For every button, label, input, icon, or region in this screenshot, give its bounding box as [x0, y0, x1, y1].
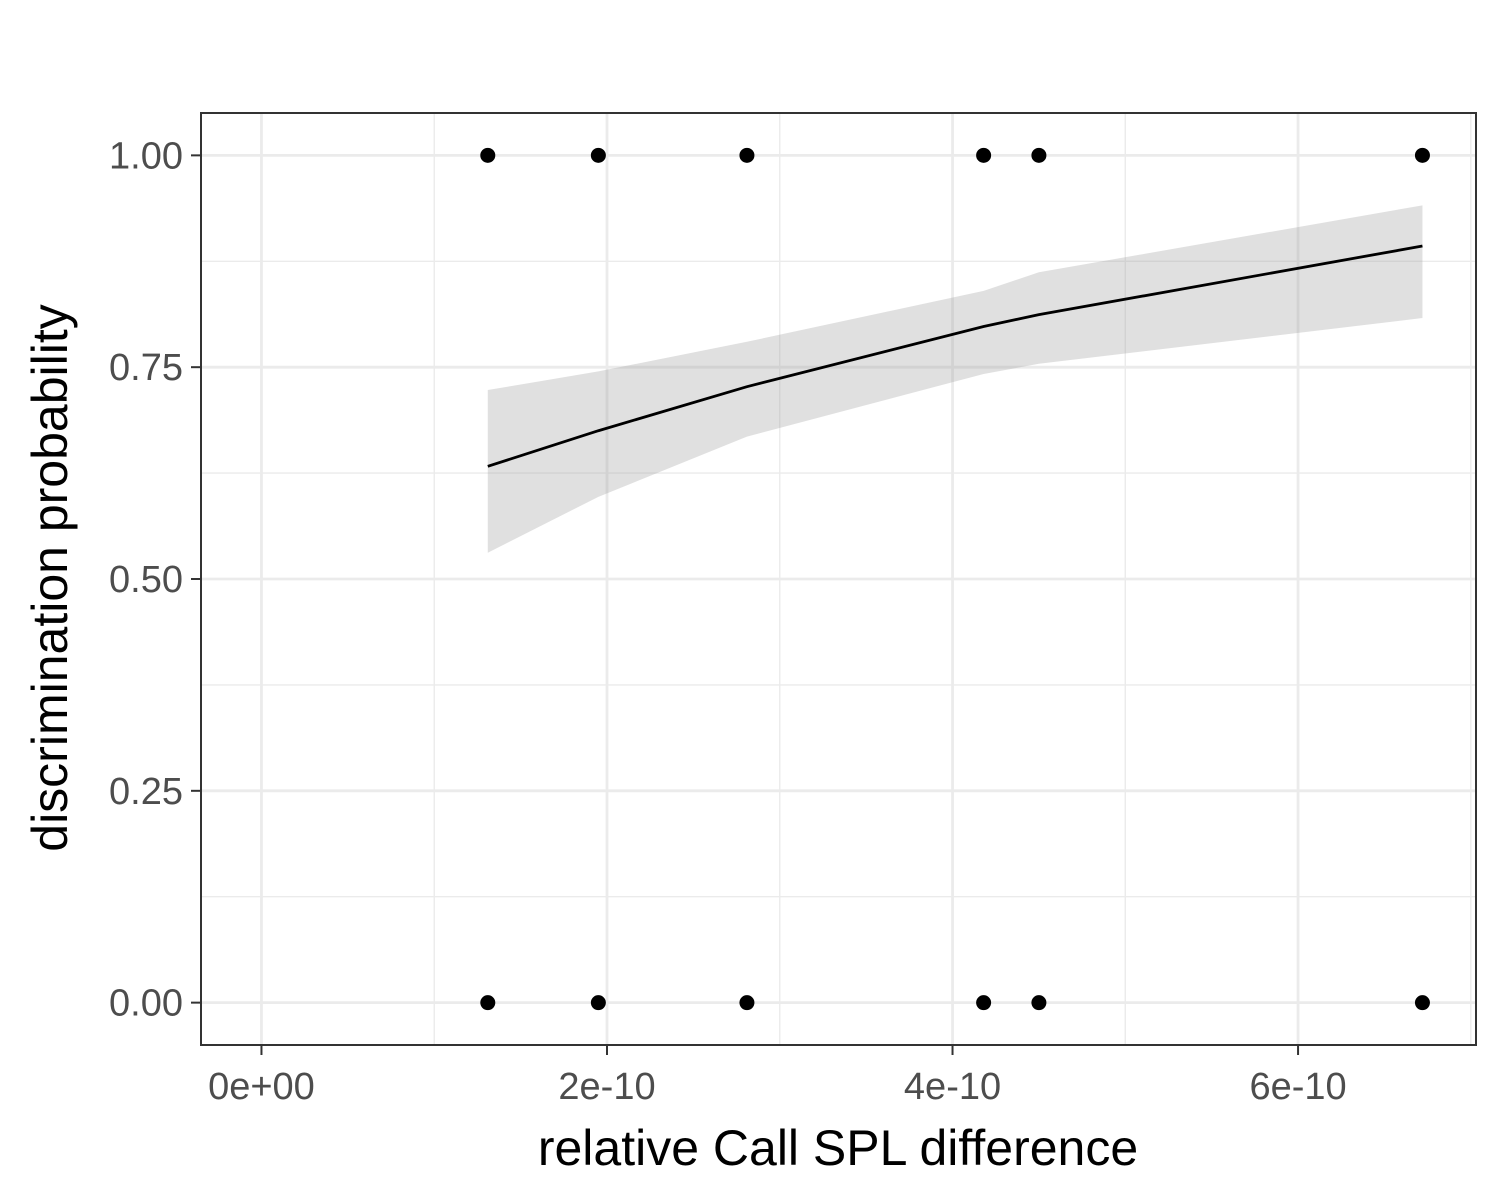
- y-tick-label: 0.25: [109, 771, 183, 813]
- data-point: [480, 995, 496, 1011]
- data-point: [1031, 147, 1047, 163]
- x-tick-label: 0e+00: [208, 1066, 315, 1108]
- data-point: [480, 147, 496, 163]
- y-tick-label: 1.00: [109, 135, 183, 177]
- y-tick-label: 0.75: [109, 347, 183, 389]
- data-point: [1031, 995, 1047, 1011]
- fit-line: [487, 244, 1423, 468]
- data-point: [976, 995, 992, 1011]
- minor-grid: [201, 113, 1476, 1045]
- data-point: [590, 147, 606, 163]
- data-point: [1414, 147, 1430, 163]
- confidence-ribbon: [487, 205, 1423, 553]
- y-axis: 0.00 0.25 0.50 0.75 1.00: [109, 135, 201, 1025]
- x-tick-label: 4e-10: [904, 1066, 1001, 1108]
- data-point: [1414, 995, 1430, 1011]
- data-points: [480, 147, 1430, 1011]
- data-point: [739, 147, 755, 163]
- y-tick-label: 0.00: [109, 983, 183, 1025]
- x-tick-label: 6e-10: [1249, 1066, 1346, 1108]
- data-point: [976, 147, 992, 163]
- x-tick-label: 2e-10: [558, 1066, 655, 1108]
- y-tick-label: 0.50: [109, 559, 183, 601]
- data-point: [590, 995, 606, 1011]
- data-point: [739, 995, 755, 1011]
- x-axis: 0e+00 2e-10 4e-10 6e-10: [208, 1045, 1347, 1108]
- x-axis-title: relative Call SPL difference: [538, 1120, 1138, 1176]
- y-axis-title: discrimination probability: [22, 304, 78, 851]
